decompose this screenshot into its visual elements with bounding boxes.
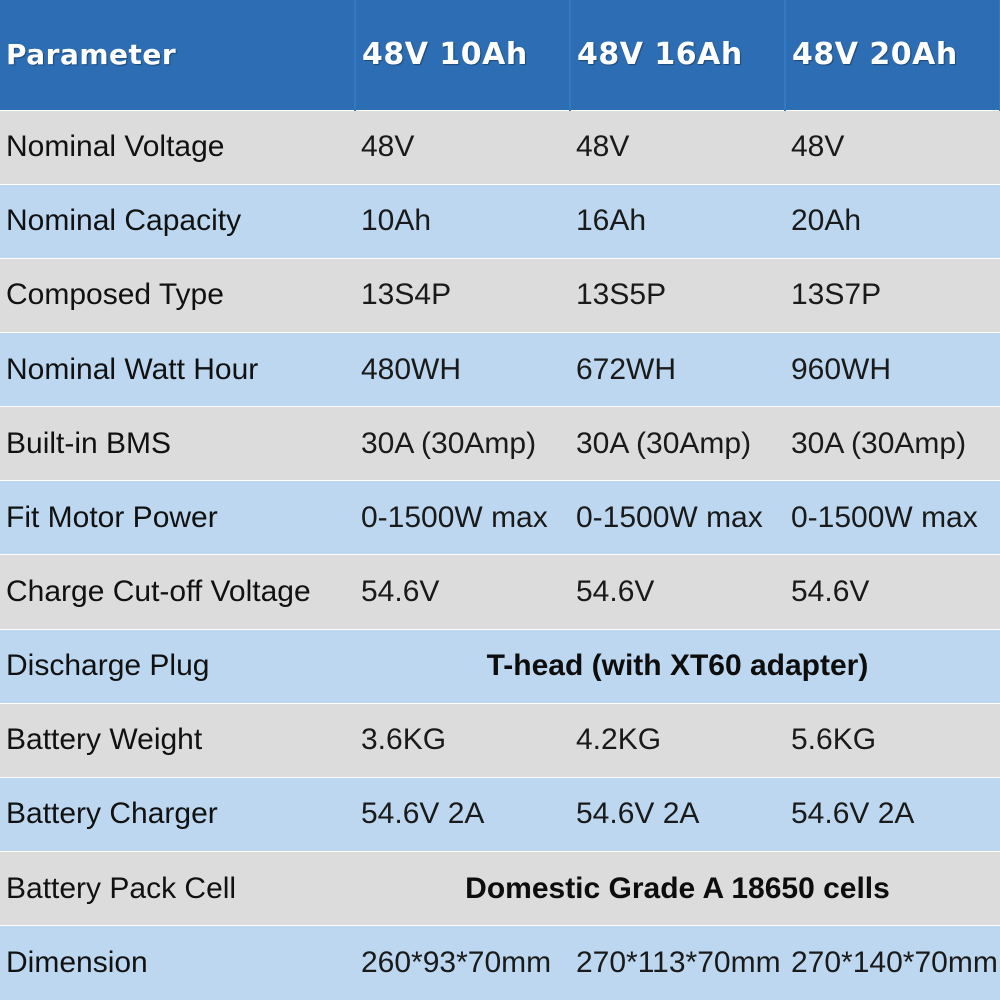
table-cell: 13S7P bbox=[785, 257, 1000, 333]
row-label: Nominal Voltage bbox=[0, 109, 355, 185]
row-label: Battery Weight bbox=[0, 702, 355, 778]
table-cell: 54.6V 2A bbox=[570, 776, 785, 852]
table-cell: 5.6KG bbox=[785, 702, 1000, 778]
header-48v-20ah: 48V 20Ah bbox=[785, 0, 1000, 110]
table-row: Fit Motor Power 0-1500W max 0-1500W max … bbox=[0, 480, 1000, 555]
table-cell: 270*140*70mm bbox=[785, 925, 1000, 1000]
table-cell: 48V bbox=[355, 109, 570, 185]
row-label: Dimension bbox=[0, 925, 355, 1000]
table-row: Nominal Watt Hour 480WH 672WH 960WH bbox=[0, 331, 1000, 407]
row-label: Charge Cut-off Voltage bbox=[0, 554, 355, 630]
table-row: Composed Type 13S4P 13S5P 13S7P bbox=[0, 257, 1000, 333]
row-label: Fit Motor Power bbox=[0, 480, 355, 555]
table-cell: 260*93*70mm bbox=[355, 925, 570, 1000]
table-row: Battery Charger 54.6V 2A 54.6V 2A 54.6V … bbox=[0, 776, 1000, 852]
merged-cell-discharge-plug: T-head (with XT60 adapter) bbox=[355, 628, 1000, 704]
table-row: Battery Weight 3.6KG 4.2KG 5.6KG bbox=[0, 702, 1000, 778]
table-row: Discharge Plug T-head (with XT60 adapter… bbox=[0, 628, 1000, 704]
table-cell: 13S4P bbox=[355, 257, 570, 333]
row-label: Nominal Capacity bbox=[0, 183, 355, 259]
table-row: Charge Cut-off Voltage 54.6V 54.6V 54.6V bbox=[0, 554, 1000, 630]
table-row: Nominal Capacity 10Ah 16Ah 20Ah bbox=[0, 183, 1000, 259]
table-cell: 54.6V bbox=[355, 554, 570, 630]
table-row: Built-in BMS 30A (30Amp) 30A (30Amp) 30A… bbox=[0, 406, 1000, 481]
table-cell: 16Ah bbox=[570, 183, 785, 259]
table-cell: 0-1500W max bbox=[355, 480, 570, 555]
merged-cell-battery-pack-cell: Domestic Grade A 18650 cells bbox=[355, 851, 1000, 926]
table-cell: 54.6V bbox=[785, 554, 1000, 630]
header-48v-16ah: 48V 16Ah bbox=[570, 0, 786, 110]
table-cell: 30A (30Amp) bbox=[785, 406, 1000, 481]
table-cell: 0-1500W max bbox=[570, 480, 785, 555]
table-cell: 10Ah bbox=[355, 183, 570, 259]
table-header-row: Parameter 48V 10Ah 48V 16Ah 48V 20Ah bbox=[0, 0, 1000, 110]
table-cell: 13S5P bbox=[570, 257, 785, 333]
table-cell: 48V bbox=[785, 109, 1000, 185]
row-label: Battery Pack Cell bbox=[0, 851, 355, 926]
table-cell: 4.2KG bbox=[570, 702, 785, 778]
table-cell: 54.6V bbox=[570, 554, 785, 630]
row-label: Nominal Watt Hour bbox=[0, 331, 355, 407]
row-label: Discharge Plug bbox=[0, 628, 355, 704]
table-cell: 270*113*70mm bbox=[570, 925, 785, 1000]
table-cell: 54.6V 2A bbox=[785, 776, 1000, 852]
table-cell: 0-1500W max bbox=[785, 480, 1000, 555]
row-label: Built-in BMS bbox=[0, 406, 355, 481]
row-label: Battery Charger bbox=[0, 776, 355, 852]
table-cell: 480WH bbox=[355, 331, 570, 407]
table-cell: 30A (30Amp) bbox=[355, 406, 570, 481]
table-row: Battery Pack Cell Domestic Grade A 18650… bbox=[0, 851, 1000, 926]
table-cell: 672WH bbox=[570, 331, 785, 407]
table-cell: 960WH bbox=[785, 331, 1000, 407]
table-row: Dimension 260*93*70mm 270*113*70mm 270*1… bbox=[0, 925, 1000, 1000]
header-48v-10ah: 48V 10Ah bbox=[355, 0, 571, 110]
header-parameter: Parameter bbox=[0, 0, 356, 110]
table-cell: 30A (30Amp) bbox=[570, 406, 785, 481]
table-cell: 20Ah bbox=[785, 183, 1000, 259]
table-cell: 48V bbox=[570, 109, 785, 185]
table-row: Nominal Voltage 48V 48V 48V bbox=[0, 109, 1000, 185]
table-cell: 54.6V 2A bbox=[355, 776, 570, 852]
table-cell: 3.6KG bbox=[355, 702, 570, 778]
row-label: Composed Type bbox=[0, 257, 355, 333]
